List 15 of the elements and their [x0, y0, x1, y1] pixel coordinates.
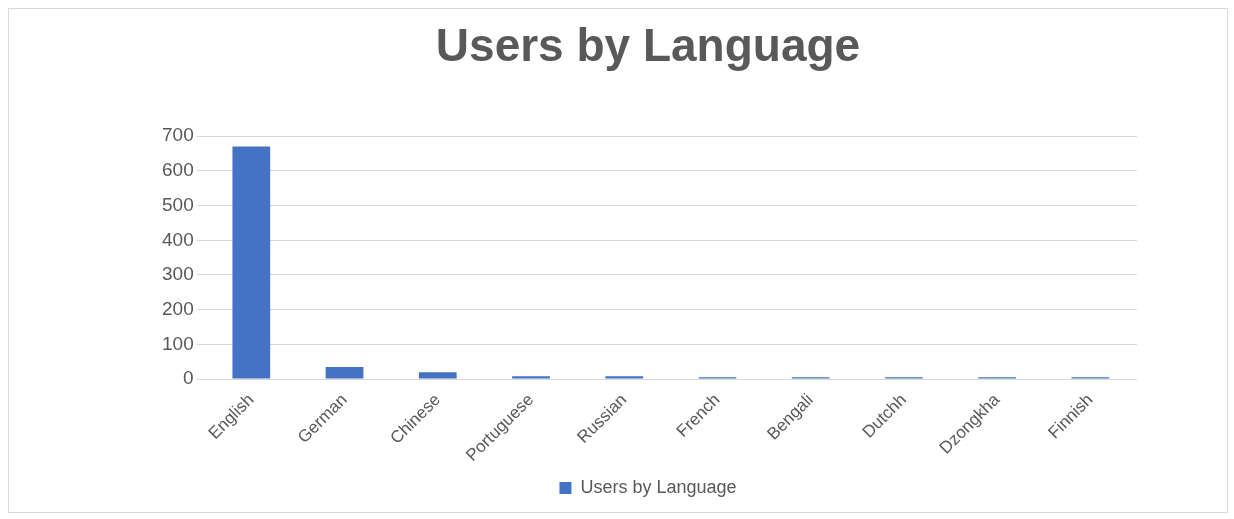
y-tick-label: 300 [162, 263, 194, 285]
y-tick-label: 200 [162, 297, 194, 319]
y-tick-label: 700 [162, 124, 194, 146]
bar [605, 376, 644, 379]
y-tick-label: 0 [183, 367, 194, 389]
y-tick-label: 600 [162, 159, 194, 181]
y-tick-label: 100 [162, 332, 194, 354]
chart-title: Users by Language [435, 19, 861, 72]
y-tick-label: 400 [162, 228, 194, 250]
bar [512, 376, 550, 379]
legend-label: Users by Language [580, 476, 737, 497]
bar [325, 366, 364, 379]
y-tick-label: 500 [162, 193, 194, 215]
bar [418, 372, 457, 379]
bar [232, 146, 271, 379]
